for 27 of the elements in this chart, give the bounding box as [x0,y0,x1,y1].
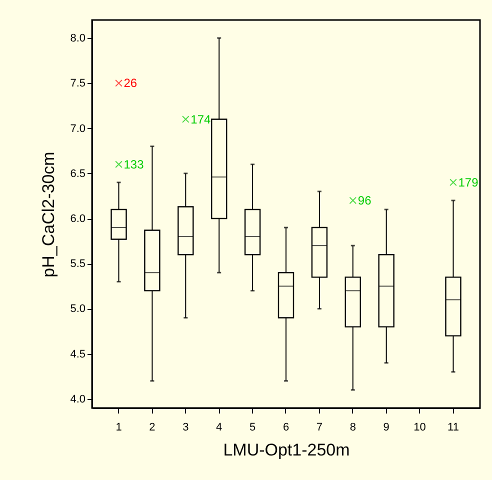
x-tick-label: 3 [182,422,189,434]
y-tick-label: 5.5 [70,258,86,270]
annotation: 96 [358,193,372,208]
y-tick-label: 7.0 [70,122,86,135]
x-axis-title: LMU-Opt1-250m [223,440,350,460]
y-tick-label: 4.5 [70,348,86,360]
y-tick-label: 5.0 [70,303,86,316]
x-tick-label: 2 [149,422,156,434]
x-tick-label: 4 [216,422,222,434]
x-tick-label: 10 [414,422,426,434]
x-tick-label: 7 [316,422,323,434]
x-tick-label: 11 [448,422,459,434]
x-tick-label: 8 [350,422,356,434]
annotation: 179 [458,175,479,190]
y-tick-label: 6.0 [70,213,86,226]
x-tick-label: 5 [249,422,256,434]
y-tick-label: 7.5 [70,78,86,90]
y-tick-label: 8.0 [70,32,86,45]
annotation: 133 [124,157,144,172]
annotation: 174 [190,112,212,126]
y-tick-label: 6.5 [70,168,86,180]
x-tick-label: 9 [383,422,390,434]
x-tick-label: 1 [116,422,122,434]
y-tick-label: 4.0 [70,393,86,406]
y-axis-title: pH_CaCl2-30cm [39,152,58,278]
annotation: 26 [124,76,138,90]
x-tick-label: 6 [282,422,290,434]
